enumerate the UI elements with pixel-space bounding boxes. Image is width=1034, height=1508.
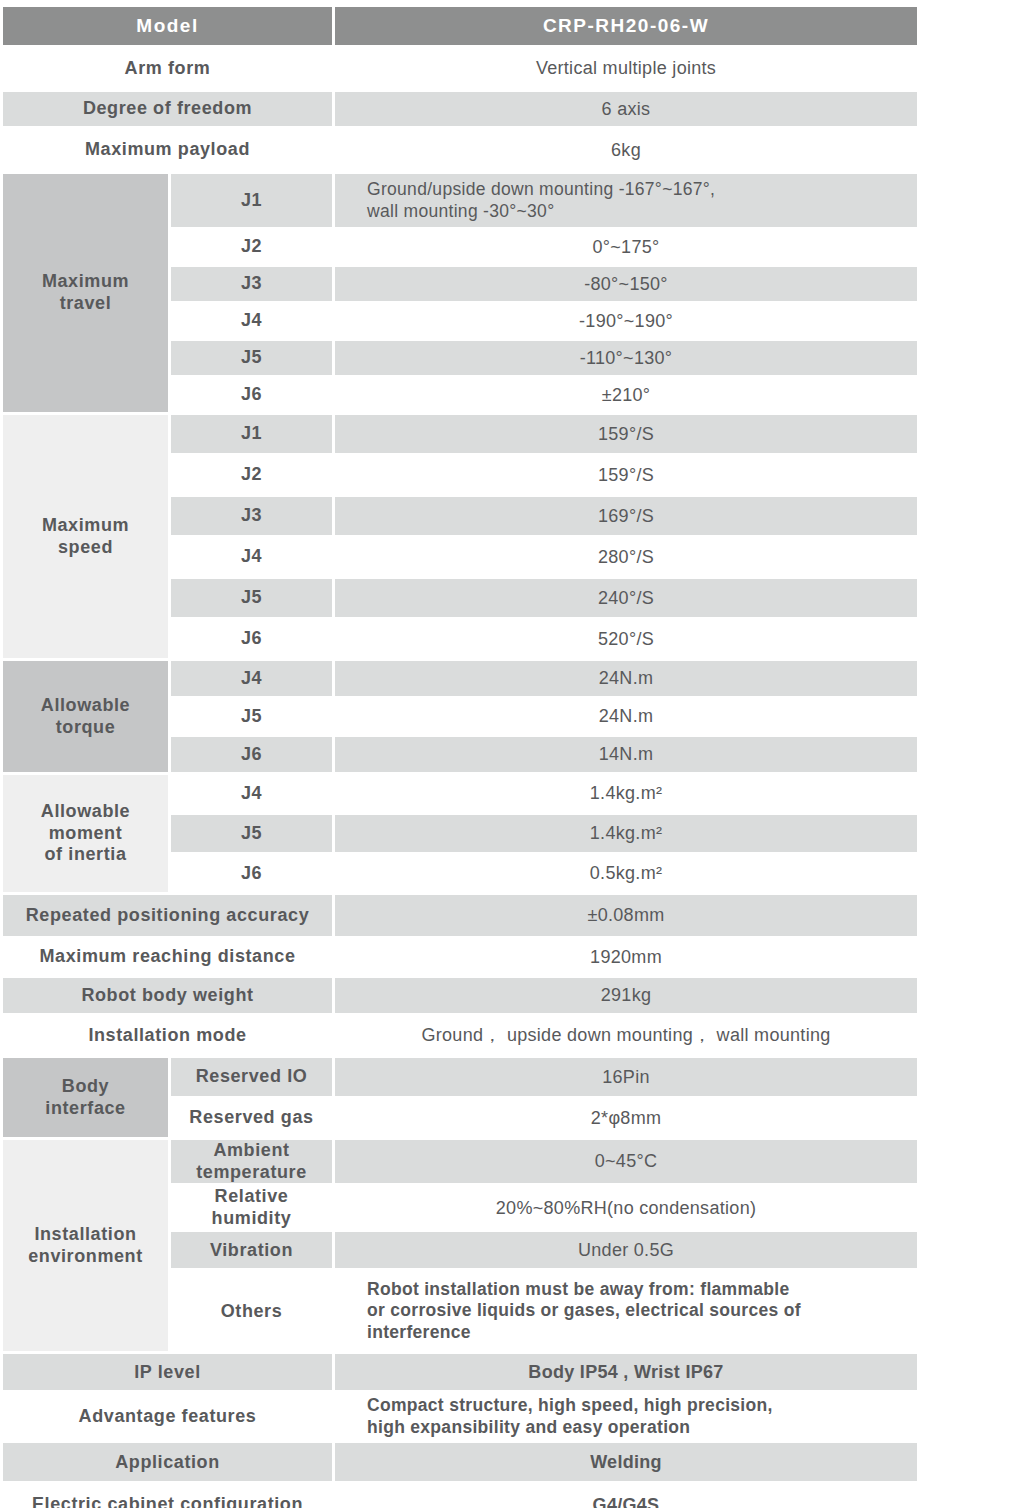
reserved-io-label: Reserved IO: [170, 1057, 334, 1098]
torque-j6-label: J6: [170, 736, 334, 774]
travel-j6-value: ±210°: [334, 377, 919, 414]
group-cell-allowable-inertia: Allowable moment of inertia: [2, 774, 170, 894]
travel-j2-label: J2: [170, 229, 334, 266]
advantage-features-value: Compact structure, high speed, high prec…: [334, 1392, 919, 1442]
travel-j3-label: J3: [170, 266, 334, 303]
degree-of-freedom-label: Degree of freedom: [2, 91, 334, 128]
speed-j2-label: J2: [170, 455, 334, 496]
group-cell-installation-environment: Installation environment: [2, 1139, 170, 1353]
others-value: Robot installation must be away from: fl…: [334, 1270, 919, 1353]
speed-j2-value: 159°/S: [334, 455, 919, 496]
travel-j2-value: 0°~175°: [334, 229, 919, 266]
speed-j5-label: J5: [170, 578, 334, 619]
installation-mode-value: Ground， upside down mounting， wall mount…: [334, 1015, 919, 1057]
inertia-j6-label: J6: [170, 854, 334, 894]
others-label: Others: [170, 1270, 334, 1353]
reserved-gas-value: 2*φ8mm: [334, 1098, 919, 1139]
travel-j5-label: J5: [170, 340, 334, 377]
vibration-value: Under 0.5G: [334, 1231, 919, 1270]
arm-form-value: Vertical multiple joints: [334, 47, 919, 91]
travel-j1-value: Ground/upside down mounting -167°~167°, …: [334, 173, 919, 229]
maximum-payload-value: 6kg: [334, 128, 919, 173]
inertia-j5-label: J5: [170, 814, 334, 854]
ambient-temperature-value: 0~45°C: [334, 1139, 919, 1185]
row-degree-of-freedom: Degree of freedom 6 axis: [2, 91, 919, 128]
ambient-temperature-label: Ambient temperature: [170, 1139, 334, 1185]
spec-table: Model CRP-RH20-06-W Arm form Vertical mu…: [0, 4, 920, 1508]
maximum-payload-label: Maximum payload: [2, 128, 334, 173]
speed-j3-label: J3: [170, 496, 334, 537]
row-reserved-io: Body interface Reserved IO 16Pin: [2, 1057, 919, 1098]
speed-j6-label: J6: [170, 619, 334, 660]
row-inertia-j4: Allowable moment of inertia J4 1.4kg.m²: [2, 774, 919, 814]
inertia-j4-label: J4: [170, 774, 334, 814]
maximum-reaching-distance-value: 1920mm: [334, 938, 919, 977]
electric-cabinet-configuration-label: Electric cabinet configuration: [2, 1483, 334, 1508]
torque-j6-value: 14N.m: [334, 736, 919, 774]
row-application: Application Welding: [2, 1442, 919, 1483]
electric-cabinet-configuration-value: G4/G4S: [334, 1483, 919, 1508]
application-value: Welding: [334, 1442, 919, 1483]
speed-j5-value: 240°/S: [334, 578, 919, 619]
repeated-positioning-accuracy-value: ±0.08mm: [334, 894, 919, 938]
torque-j5-value: 24N.m: [334, 698, 919, 736]
reserved-gas-label: Reserved gas: [170, 1098, 334, 1139]
group-cell-maximum-travel: Maximum travel: [2, 173, 170, 414]
header-row: Model CRP-RH20-06-W: [2, 6, 919, 47]
row-repeated-positioning-accuracy: Repeated positioning accuracy ±0.08mm: [2, 894, 919, 938]
speed-j4-label: J4: [170, 537, 334, 578]
row-ambient-temperature: Installation environment Ambient tempera…: [2, 1139, 919, 1185]
torque-j4-label: J4: [170, 660, 334, 698]
advantage-features-label: Advantage features: [2, 1392, 334, 1442]
speed-j4-value: 280°/S: [334, 537, 919, 578]
arm-form-label: Arm form: [2, 47, 334, 91]
row-maximum-reaching-distance: Maximum reaching distance 1920mm: [2, 938, 919, 977]
travel-j4-value: -190°~190°: [334, 303, 919, 340]
row-electric-cabinet-configuration: Electric cabinet configuration G4/G4S: [2, 1483, 919, 1508]
travel-j5-value: -110°~130°: [334, 340, 919, 377]
row-travel-j1: Maximum travel J1 Ground/upside down mou…: [2, 173, 919, 229]
group-cell-body-interface: Body interface: [2, 1057, 170, 1139]
repeated-positioning-accuracy-label: Repeated positioning accuracy: [2, 894, 334, 938]
robot-body-weight-value: 291kg: [334, 977, 919, 1015]
group-cell-maximum-speed: Maximum speed: [2, 414, 170, 660]
travel-j3-value: -80°~150°: [334, 266, 919, 303]
group-cell-allowable-torque: Allowable torque: [2, 660, 170, 774]
inertia-j6-value: 0.5kg.m²: [334, 854, 919, 894]
model-header-label: Model: [2, 6, 334, 47]
robot-body-weight-label: Robot body weight: [2, 977, 334, 1015]
speed-j1-label: J1: [170, 414, 334, 455]
row-advantage-features: Advantage features Compact structure, hi…: [2, 1392, 919, 1442]
relative-humidity-value: 20%~80%RH(no condensation): [334, 1185, 919, 1231]
row-ip-level: IP level Body IP54 , Wrist IP67: [2, 1353, 919, 1392]
travel-j4-label: J4: [170, 303, 334, 340]
maximum-reaching-distance-label: Maximum reaching distance: [2, 938, 334, 977]
torque-j5-label: J5: [170, 698, 334, 736]
travel-j6-label: J6: [170, 377, 334, 414]
inertia-j5-value: 1.4kg.m²: [334, 814, 919, 854]
vibration-label: Vibration: [170, 1231, 334, 1270]
speed-j6-value: 520°/S: [334, 619, 919, 660]
application-label: Application: [2, 1442, 334, 1483]
row-installation-mode: Installation mode Ground， upside down mo…: [2, 1015, 919, 1057]
row-speed-j1: Maximum speed J1 159°/S: [2, 414, 919, 455]
relative-humidity-label: Relative humidity: [170, 1185, 334, 1231]
row-robot-body-weight: Robot body weight 291kg: [2, 977, 919, 1015]
inertia-j4-value: 1.4kg.m²: [334, 774, 919, 814]
reserved-io-value: 16Pin: [334, 1057, 919, 1098]
installation-mode-label: Installation mode: [2, 1015, 334, 1057]
ip-level-value: Body IP54 , Wrist IP67: [334, 1353, 919, 1392]
speed-j1-value: 159°/S: [334, 414, 919, 455]
degree-of-freedom-value: 6 axis: [334, 91, 919, 128]
speed-j3-value: 169°/S: [334, 496, 919, 537]
row-torque-j4: Allowable torque J4 24N.m: [2, 660, 919, 698]
row-arm-form: Arm form Vertical multiple joints: [2, 47, 919, 91]
torque-j4-value: 24N.m: [334, 660, 919, 698]
model-header-value: CRP-RH20-06-W: [334, 6, 919, 47]
ip-level-label: IP level: [2, 1353, 334, 1392]
row-maximum-payload: Maximum payload 6kg: [2, 128, 919, 173]
travel-j1-label: J1: [170, 173, 334, 229]
